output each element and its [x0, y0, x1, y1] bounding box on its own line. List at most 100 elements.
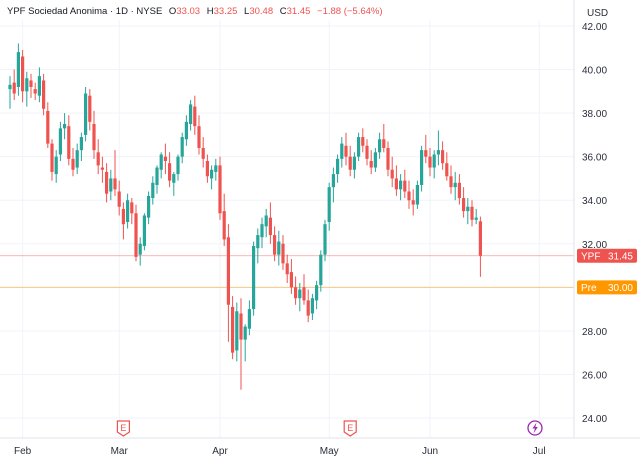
- candle-body: [436, 150, 440, 155]
- candle-body: [63, 124, 67, 129]
- candle: [340, 137, 344, 168]
- candle: [168, 152, 172, 188]
- candle-body: [193, 106, 197, 127]
- candle: [71, 147, 75, 177]
- candle-body: [428, 156, 432, 168]
- candle-body: [231, 306, 235, 353]
- candle-body: [46, 110, 50, 144]
- candle-body: [382, 139, 386, 148]
- candle: [226, 224, 230, 342]
- candle: [210, 165, 214, 190]
- candle-body: [247, 309, 251, 329]
- candle: [193, 95, 197, 135]
- candle: [289, 259, 293, 294]
- dividend-icon[interactable]: [527, 420, 543, 436]
- candle-body: [222, 211, 226, 240]
- candle: [75, 143, 79, 175]
- x-tick-label: Jun: [422, 446, 438, 457]
- candle: [247, 300, 251, 336]
- candle: [256, 228, 260, 264]
- candle: [453, 171, 457, 201]
- candle: [264, 208, 268, 238]
- candle: [428, 147, 432, 177]
- candle: [474, 208, 478, 225]
- candle-body: [310, 298, 314, 314]
- candle: [58, 121, 62, 162]
- candle: [37, 67, 41, 103]
- candle: [470, 200, 474, 227]
- candle: [399, 174, 403, 201]
- candle: [50, 139, 54, 181]
- candle: [298, 282, 302, 312]
- candle-body: [79, 137, 83, 151]
- candle-body: [399, 180, 403, 190]
- candle: [319, 250, 323, 292]
- candle-body: [50, 143, 54, 172]
- candle-body: [369, 161, 373, 168]
- candle-body: [331, 174, 335, 188]
- candle: [113, 150, 117, 196]
- earnings-icon[interactable]: E: [116, 420, 130, 437]
- candle-body: [462, 198, 466, 212]
- candle-body: [235, 311, 239, 351]
- candle-body: [54, 156, 58, 175]
- exchange: NYSE: [136, 6, 162, 17]
- candle: [180, 132, 184, 164]
- candle: [184, 115, 188, 146]
- candle: [457, 174, 461, 205]
- candle: [84, 86, 88, 142]
- candle-body: [411, 200, 415, 205]
- candle: [478, 216, 482, 277]
- candle: [12, 69, 16, 101]
- candle: [281, 235, 285, 270]
- candle: [147, 191, 151, 225]
- candle-body: [189, 104, 193, 124]
- candle-body: [168, 163, 172, 181]
- candle-body: [390, 169, 394, 179]
- candle-body: [105, 171, 109, 194]
- chart-legend: YPF Sociedad Anonima · 1D · NYSE O33.03 …: [7, 6, 383, 17]
- candle: [436, 130, 440, 166]
- candle-body: [474, 217, 478, 220]
- candle: [373, 147, 377, 172]
- candle: [222, 193, 226, 246]
- candle-body: [243, 326, 247, 340]
- interval: 1D: [116, 6, 128, 17]
- candle-body: [294, 287, 298, 299]
- candle: [327, 182, 331, 231]
- candle: [33, 82, 37, 101]
- candle: [415, 180, 419, 209]
- candle: [172, 171, 176, 196]
- candle-body: [113, 178, 117, 190]
- candle: [151, 176, 155, 205]
- earnings-marker-shape: [116, 420, 130, 437]
- candle-body: [197, 126, 201, 148]
- time-axis[interactable]: Feb Mar Apr May Jun Jul: [14, 446, 546, 457]
- candle-body: [386, 147, 390, 170]
- candle-body: [424, 150, 428, 157]
- y-tick-label: 32.00: [582, 240, 607, 251]
- candle-body: [348, 156, 352, 170]
- candle-body: [71, 158, 75, 170]
- earnings-icon[interactable]: E: [343, 420, 357, 437]
- candle-body: [306, 300, 310, 316]
- candle: [88, 89, 92, 131]
- candle-body: [210, 169, 214, 179]
- candle: [92, 110, 96, 159]
- candle-body: [21, 56, 25, 92]
- candle: [25, 71, 29, 107]
- candle: [445, 152, 449, 181]
- candle-body: [268, 217, 272, 236]
- candle-body: [58, 128, 62, 155]
- candle: [54, 150, 58, 183]
- earnings-marker-shape: [343, 420, 357, 437]
- last-price-badge-value: 31.45: [608, 251, 633, 262]
- open-label: O: [169, 6, 176, 17]
- candle-body: [37, 76, 41, 96]
- x-tick-label: Apr: [212, 446, 228, 457]
- candle: [403, 169, 407, 199]
- candle: [285, 254, 289, 283]
- candle: [424, 134, 428, 164]
- candle-body: [29, 80, 33, 87]
